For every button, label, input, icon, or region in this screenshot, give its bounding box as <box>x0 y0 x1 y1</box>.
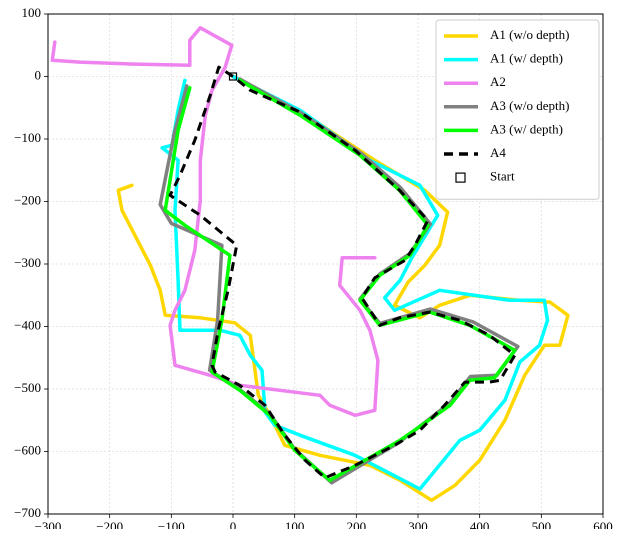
x-tick-label: 200 <box>347 519 367 529</box>
y-tick-label: −400 <box>14 317 41 332</box>
legend-label: A1 (w/o depth) <box>490 27 569 42</box>
legend-label: A3 (w/ depth) <box>490 121 563 136</box>
x-tick-label: −300 <box>35 519 62 529</box>
y-tick-label: −500 <box>14 380 41 395</box>
y-tick-label: −600 <box>14 442 41 457</box>
trajectory <box>50 26 380 418</box>
x-tick-label: −100 <box>158 519 185 529</box>
legend-swatch <box>455 172 466 183</box>
y-tick-label: −700 <box>14 505 41 520</box>
plot-area <box>50 26 570 503</box>
y-tick-label: 100 <box>22 5 42 20</box>
x-tick-label: 500 <box>532 519 552 529</box>
x-tick-label: 0 <box>230 519 237 529</box>
legend-label: A1 (w/ depth) <box>490 51 563 66</box>
legend-label: A2 <box>490 74 506 89</box>
y-tick-label: −100 <box>14 130 41 145</box>
legend-label: A3 (w/o depth) <box>490 98 569 113</box>
x-tick-label: −200 <box>96 519 123 529</box>
legend-label: A4 <box>490 145 506 160</box>
start-marker <box>228 72 238 81</box>
trajectory <box>158 77 520 485</box>
y-tick-label: 0 <box>35 67 42 82</box>
x-tick-label: 300 <box>408 519 428 529</box>
x-tick-label: 600 <box>593 519 613 529</box>
trajectory <box>116 74 570 503</box>
trajectory <box>163 78 517 483</box>
trajectory <box>168 65 517 480</box>
x-tick-label: 100 <box>285 519 305 529</box>
y-tick-label: −200 <box>14 192 41 207</box>
legend-label: Start <box>490 169 515 184</box>
x-tick-label: 400 <box>470 519 490 529</box>
plot-frame <box>47 13 604 515</box>
y-tick-label: −300 <box>14 255 41 270</box>
trajectory <box>160 74 550 491</box>
